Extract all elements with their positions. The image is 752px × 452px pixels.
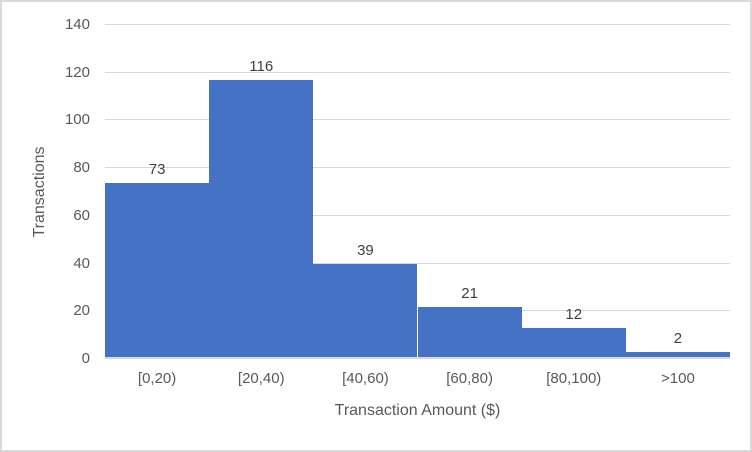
gridline bbox=[105, 214, 730, 216]
y-tick-label: 80 bbox=[73, 159, 90, 177]
x-tick-label: [40,60) bbox=[342, 370, 389, 387]
x-tick-label: [60,80) bbox=[446, 370, 493, 387]
x-tick-label: >100 bbox=[661, 370, 695, 387]
x-axis-tick-labels: [0,20) [20,40) [40,60) [60,80) [80,100) >100 bbox=[105, 370, 730, 387]
bar->100 bbox=[625, 352, 730, 357]
bar-value-label: 116 bbox=[249, 58, 274, 76]
bar-value-label: 21 bbox=[461, 284, 478, 302]
x-tick-label: [0,20) bbox=[137, 370, 177, 387]
gridline bbox=[105, 262, 730, 264]
x-tick-label: [20,40) bbox=[237, 370, 285, 387]
y-tick-label: 20 bbox=[73, 302, 90, 320]
bar-[80,100) bbox=[521, 328, 626, 357]
bar-[40,60) bbox=[313, 263, 418, 357]
y-tick-label: 60 bbox=[73, 206, 90, 224]
y-tick-label: 140 bbox=[64, 16, 90, 33]
y-tick-label: 0 bbox=[81, 350, 90, 367]
gridline bbox=[105, 167, 730, 169]
bar-[0,20) bbox=[105, 182, 210, 357]
gridline bbox=[105, 119, 730, 121]
bar-[20,40) bbox=[209, 80, 314, 357]
y-tick-label: 100 bbox=[64, 111, 90, 129]
y-tick-label: 40 bbox=[73, 254, 90, 272]
gridline bbox=[105, 24, 730, 25]
bar-[60,80) bbox=[417, 306, 522, 357]
bar-value-label: 12 bbox=[565, 306, 583, 324]
gridline bbox=[105, 71, 730, 73]
bar-value-label: 73 bbox=[148, 160, 166, 178]
bar-value-label: 2 bbox=[673, 330, 683, 348]
plot-area: 73 116 39 21 12 2 bbox=[105, 24, 730, 359]
x-axis-title: Transaction Amount ($) bbox=[334, 402, 501, 419]
x-tick-label: [80,100) bbox=[546, 370, 602, 387]
y-tick-label: 120 bbox=[64, 63, 90, 81]
bar-value-label: 39 bbox=[357, 241, 374, 259]
